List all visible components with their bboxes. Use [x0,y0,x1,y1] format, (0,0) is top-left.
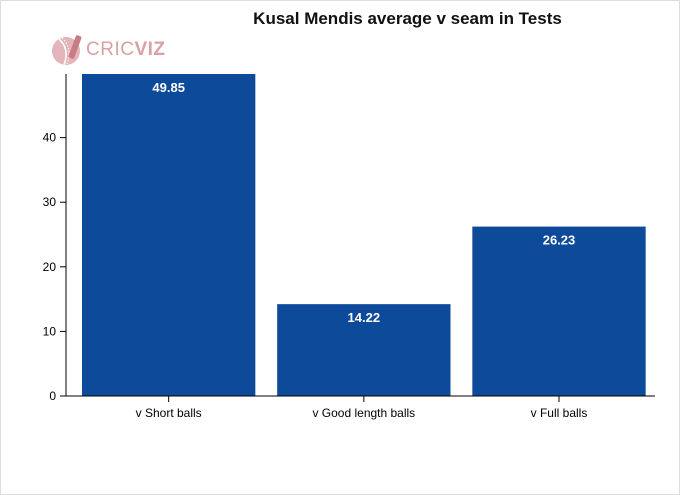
bars-group [82,74,646,396]
x-axis: v Short balls v Good length balls v Full b… [66,395,655,420]
y-tick-label-10: 10 [43,324,57,338]
logo-wordmark: CRICVIZ [86,39,166,61]
logo-text-cric: CRIC [86,39,135,60]
bar-2 [277,304,451,396]
cricviz-logo: CRICVIZ [50,33,180,69]
bar-3 [472,226,646,396]
bar-1 [82,74,256,396]
y-tick-label-0: 0 [49,389,56,403]
logo-text-viz: VIZ [134,39,166,60]
x-tick-label-3: v Full balls [531,406,588,420]
value-label-1: 49.85 [152,80,185,95]
y-tick-label-30: 30 [43,195,57,209]
y-tick-label-40: 40 [43,131,57,145]
value-label-2: 14.22 [348,310,381,325]
chart-title: Kusal Mendis average v seam in Tests [253,9,562,28]
value-label-3: 26.23 [543,233,576,248]
x-tick-label-2: v Good length balls [312,406,415,420]
cricket-ball-bat-icon [52,35,82,66]
value-labels-group: 49.85 14.22 26.23 [152,80,575,325]
y-axis: 0 10 20 30 40 [43,74,67,403]
y-tick-label-20: 20 [43,260,57,274]
x-tick-label-1: v Short balls [136,406,202,420]
